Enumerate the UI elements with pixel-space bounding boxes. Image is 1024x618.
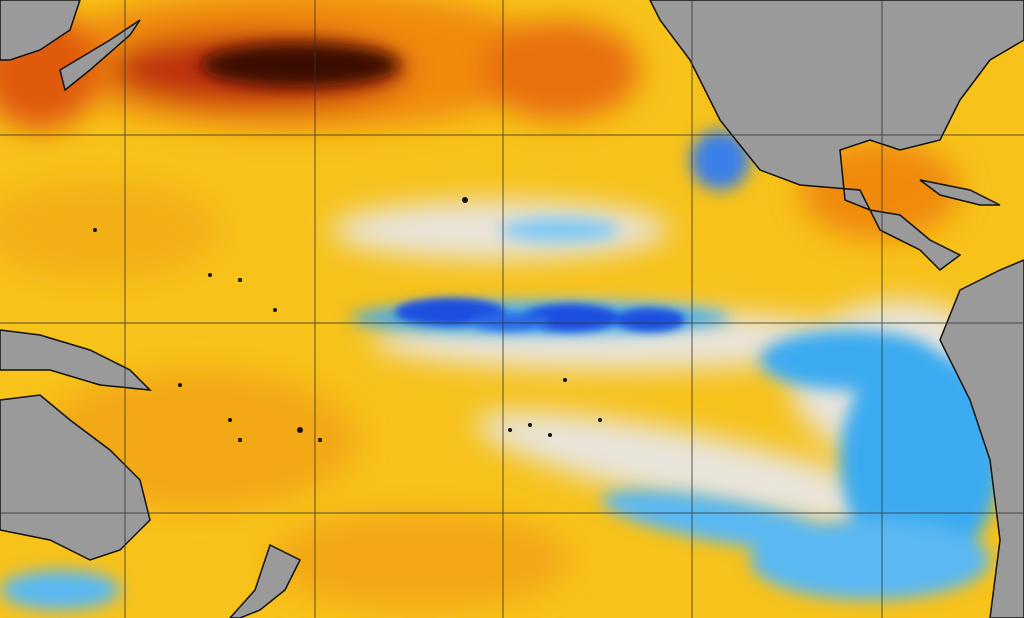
new-guinea-landmass: [0, 329, 153, 391]
asia-landmass: [0, 0, 81, 61]
australia-landmass: [0, 394, 151, 561]
extreme-warm-blob: [200, 43, 400, 87]
equatorial-cold-tongue: [395, 298, 685, 332]
new-zealand: [228, 543, 302, 618]
cuba-island: [919, 179, 1001, 206]
japan-islands: [59, 19, 141, 92]
south-america-landmass: [939, 259, 1024, 618]
pacific-islands: [93, 197, 602, 442]
